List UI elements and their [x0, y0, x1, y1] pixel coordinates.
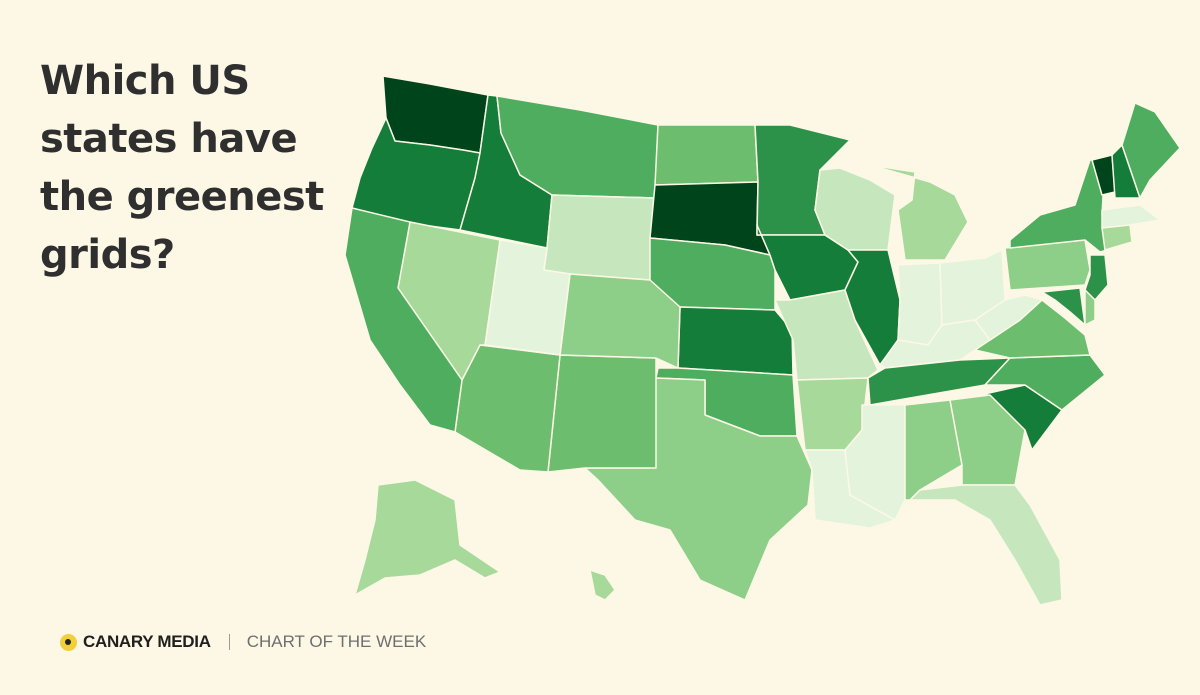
- canary-logo-icon: [60, 633, 77, 651]
- state-me[interactable]: [1121, 102, 1181, 199]
- state-md[interactable]: [1041, 287, 1086, 326]
- brand-name: CANARY MEDIA: [83, 632, 211, 651]
- state-wv[interactable]: [974, 294, 1043, 341]
- state-nd[interactable]: [654, 124, 759, 186]
- state-ct[interactable]: [1101, 224, 1133, 251]
- series-label: CHART OF THE WEEK: [246, 632, 427, 651]
- state-hi[interactable]: [589, 569, 616, 601]
- state-nm[interactable]: [547, 354, 657, 473]
- state-ca[interactable]: [344, 207, 463, 433]
- state-fl[interactable]: [909, 484, 1063, 606]
- page-title: Which US states have the greenest grids?: [40, 58, 324, 278]
- state-de[interactable]: [1084, 289, 1096, 326]
- footer: CANARY MEDIA CHART OF THE WEEK: [60, 627, 426, 657]
- state-in[interactable]: [897, 262, 943, 346]
- state-mi[interactable]: [869, 164, 969, 261]
- state-ks[interactable]: [677, 306, 794, 376]
- state-wy[interactable]: [543, 194, 656, 281]
- state-ma[interactable]: [1101, 204, 1161, 229]
- state-tx[interactable]: [584, 377, 813, 601]
- footer-divider: [228, 634, 230, 650]
- state-ak[interactable]: [354, 479, 501, 596]
